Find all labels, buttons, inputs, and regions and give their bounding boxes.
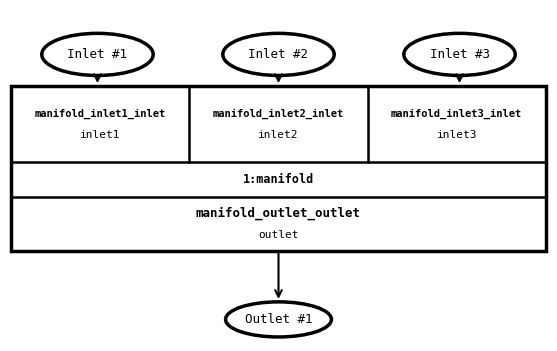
- Bar: [11, 86, 546, 251]
- Ellipse shape: [226, 302, 331, 337]
- Text: inlet3: inlet3: [437, 130, 477, 140]
- Text: Outlet #1: Outlet #1: [245, 313, 312, 326]
- Text: Inlet #1: Inlet #1: [67, 48, 128, 61]
- Text: Inlet #2: Inlet #2: [248, 48, 309, 61]
- Text: manifold_inlet3_inlet: manifold_inlet3_inlet: [391, 108, 522, 119]
- Text: inlet2: inlet2: [258, 130, 299, 140]
- Ellipse shape: [223, 33, 334, 75]
- Ellipse shape: [42, 33, 153, 75]
- Text: Inlet #3: Inlet #3: [429, 48, 490, 61]
- Text: manifold_inlet2_inlet: manifold_inlet2_inlet: [213, 108, 344, 119]
- Text: outlet: outlet: [258, 230, 299, 240]
- Text: inlet1: inlet1: [80, 130, 120, 140]
- Text: manifold_inlet1_inlet: manifold_inlet1_inlet: [35, 108, 166, 119]
- Text: 1:manifold: 1:manifold: [243, 173, 314, 186]
- Text: manifold_outlet_outlet: manifold_outlet_outlet: [196, 207, 361, 220]
- Ellipse shape: [404, 33, 515, 75]
